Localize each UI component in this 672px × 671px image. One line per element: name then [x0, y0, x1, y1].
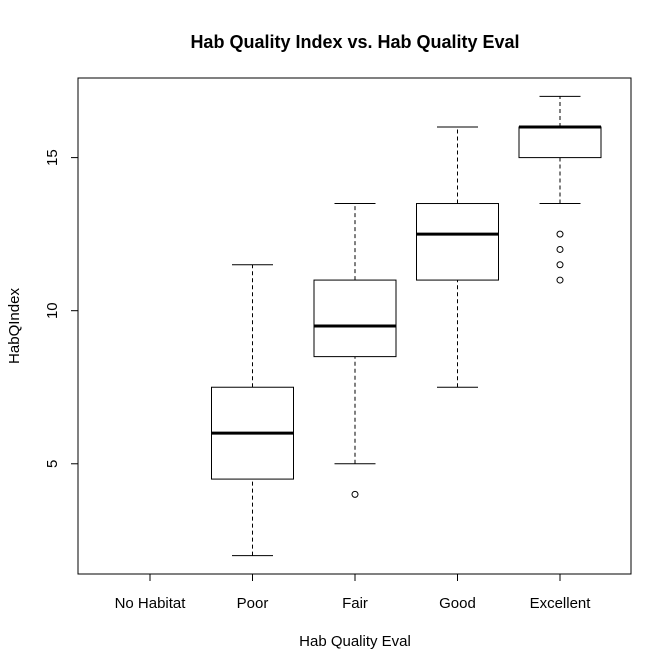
iqr-box	[518, 126, 602, 159]
x-axis-label: Hab Quality Eval	[299, 633, 411, 650]
x-tick-label: Fair	[342, 595, 368, 612]
y-tick-label: 15	[44, 149, 61, 166]
y-axis-label: HabQIndex	[6, 288, 23, 364]
box-poor	[211, 264, 294, 557]
y-tick-label: 5	[44, 460, 61, 468]
box-marks	[211, 95, 602, 557]
y-tick-label: 10	[44, 302, 61, 319]
x-axis: No Habitat Poor Fair Good Excellent	[115, 573, 592, 612]
x-tick-label: No Habitat	[115, 595, 187, 612]
chart-title: Hab Quality Index vs. Hab Quality Eval	[190, 32, 519, 52]
outlier-point	[556, 245, 564, 253]
outlier-point	[351, 490, 359, 498]
x-tick-label: Excellent	[530, 595, 592, 612]
box-excellent	[518, 95, 602, 284]
iqr-box	[313, 279, 397, 358]
box-fair	[313, 203, 397, 498]
outlier-point	[556, 261, 564, 269]
outlier-point	[556, 230, 564, 238]
iqr-box	[416, 203, 499, 281]
x-tick-label: Poor	[237, 595, 269, 612]
y-axis: 5 10 15	[44, 149, 79, 468]
x-tick-label: Good	[439, 595, 476, 612]
outlier-point	[556, 276, 564, 284]
box-good	[416, 126, 499, 388]
